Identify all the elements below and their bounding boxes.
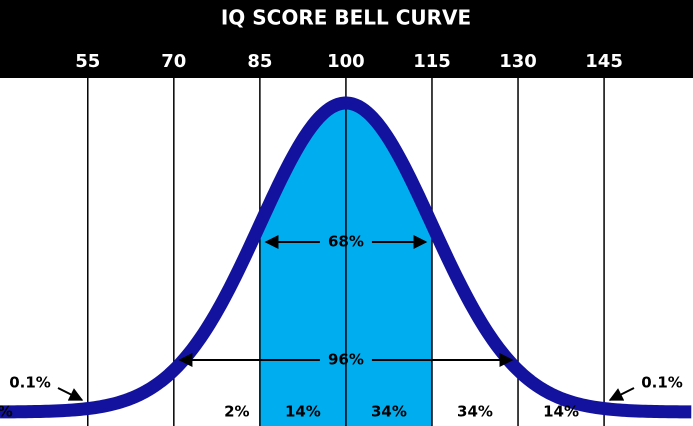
x-tick-label: 115 [413, 51, 451, 72]
tail-arrow [57, 387, 84, 401]
span-label: 96% [328, 351, 364, 369]
band-label: 34% [371, 403, 407, 421]
band-label: 2% [0, 403, 13, 421]
band-label: 14% [285, 403, 321, 421]
tail-label: 0.1% [641, 374, 683, 392]
x-tick-label: 70 [161, 51, 186, 72]
chart-title: IQ SCORE BELL CURVE [221, 6, 471, 30]
x-tick-label: 85 [247, 51, 272, 72]
header-band [0, 0, 693, 78]
band-label: 34% [457, 403, 493, 421]
band-label: 14% [543, 403, 579, 421]
x-tick-label: 100 [327, 51, 365, 72]
band-label: 2% [224, 403, 249, 421]
x-tick-label: 145 [585, 51, 623, 72]
x-tick-label: 130 [499, 51, 537, 72]
bell-curve [0, 96, 693, 419]
span-label: 68% [328, 233, 364, 251]
x-tick-label: 55 [75, 51, 100, 72]
tail-label: 0.1% [9, 374, 51, 392]
tail-arrow [608, 387, 635, 401]
